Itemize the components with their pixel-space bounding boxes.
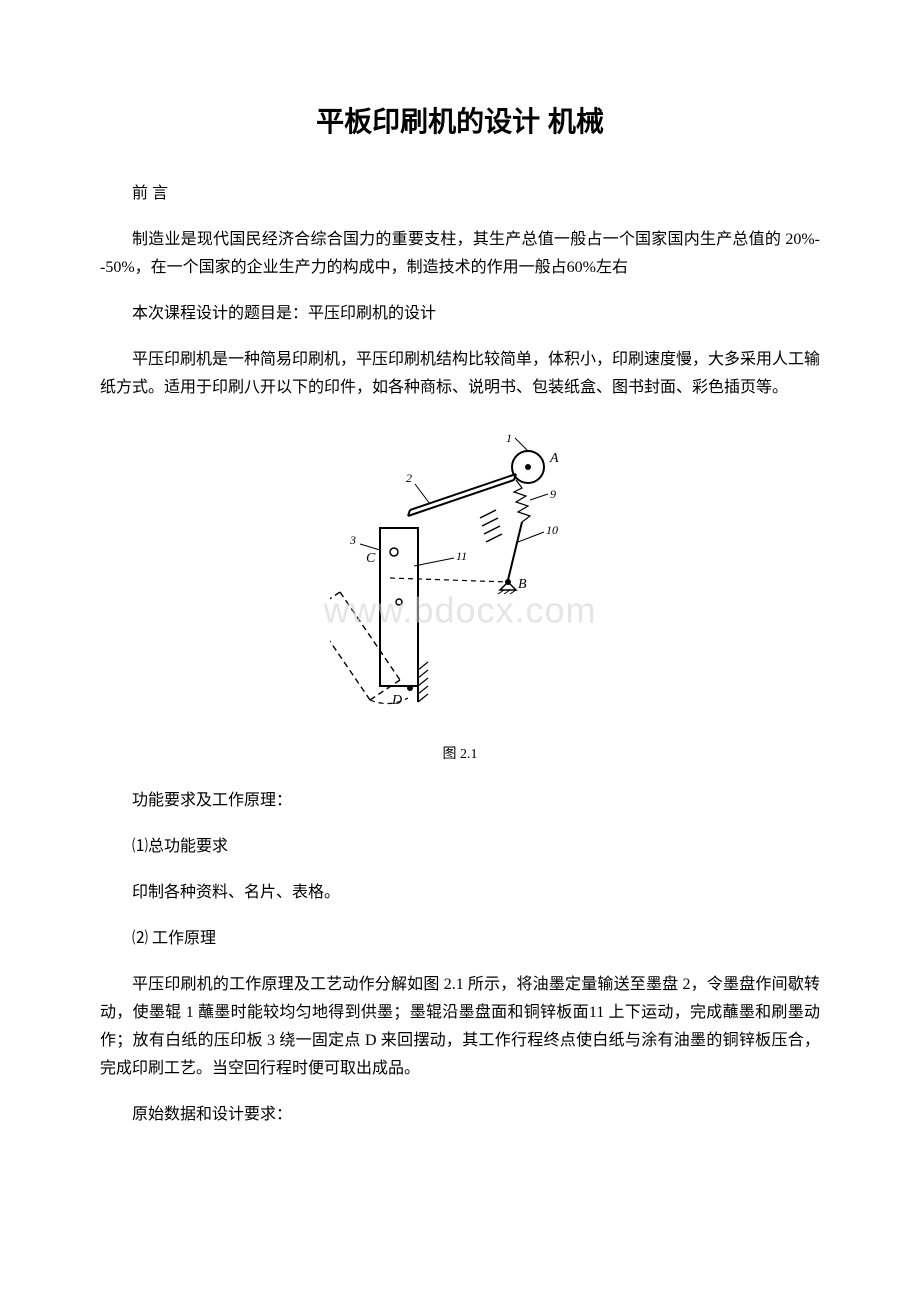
document-title: 平板印刷机的设计 机械 <box>100 100 820 140</box>
mechanism-diagram: A 1 2 9 10 B <box>330 432 590 732</box>
svg-text:C: C <box>366 551 376 566</box>
svg-text:9: 9 <box>550 487 556 501</box>
svg-text:3: 3 <box>349 533 356 547</box>
svg-text:1: 1 <box>506 432 512 445</box>
item-2-label: ⑵ 工作原理 <box>100 925 820 953</box>
paragraph-2: 本次课程设计的题目是：平压印刷机的设计 <box>100 300 820 328</box>
svg-text:10: 10 <box>546 523 558 537</box>
svg-text:D: D <box>391 693 402 708</box>
svg-text:A: A <box>549 451 559 466</box>
svg-text:2: 2 <box>406 471 412 485</box>
section-function-label: 功能要求及工作原理： <box>100 787 820 815</box>
svg-text:11: 11 <box>456 549 467 563</box>
preface-label: 前 言 <box>100 180 820 208</box>
paragraph-4: 平压印刷机的工作原理及工艺动作分解如图 2.1 所示，将油墨定量输送至墨盘 2，… <box>100 971 820 1083</box>
figure-container: www.bdocx.com A 1 2 9 10 <box>100 432 820 763</box>
item-1-text: 印制各种资料、名片、表格。 <box>100 879 820 907</box>
paragraph-1: 制造业是现代国民经济合综合国力的重要支柱，其生产总值一般占一个国家国内生产总值的… <box>100 226 820 282</box>
paragraph-3: 平压印刷机是一种简易印刷机，平压印刷机结构比较简单，体积小，印刷速度慢，大多采用… <box>100 346 820 402</box>
svg-text:B: B <box>518 577 527 592</box>
section-data-label: 原始数据和设计要求： <box>100 1101 820 1129</box>
item-1-label: ⑴总功能要求 <box>100 833 820 861</box>
figure-caption: 图 2.1 <box>100 743 820 763</box>
